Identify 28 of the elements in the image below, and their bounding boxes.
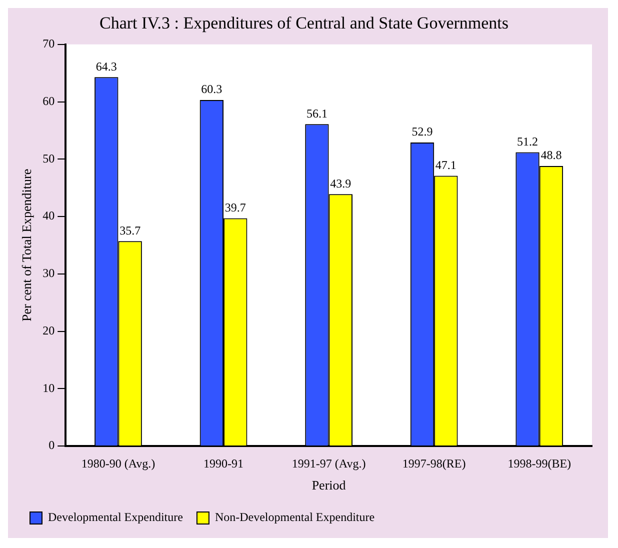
- data-label: 64.3: [96, 59, 117, 74]
- x-axis-title: Period: [312, 478, 346, 493]
- legend-label: Non-Developmental Expenditure: [214, 510, 375, 524]
- data-label: 43.9: [330, 176, 352, 190]
- x-tick-label: 1997-98(RE): [402, 456, 466, 470]
- x-tick-label: 1980-90 (Avg.): [81, 456, 156, 470]
- data-label: 51.2: [517, 134, 538, 148]
- y-tick-label: 40: [42, 208, 55, 223]
- y-tick-label: 70: [42, 36, 55, 51]
- y-axis-title: Per cent of Total Expenditure: [19, 168, 34, 322]
- data-label: 52.9: [412, 124, 433, 139]
- y-tick-label: 50: [42, 151, 55, 166]
- y-tick-label: 60: [42, 94, 55, 108]
- data-label: 48.8: [540, 148, 562, 162]
- data-label: 35.7: [120, 223, 141, 238]
- data-label: 60.3: [201, 82, 222, 96]
- y-tick-label: 20: [42, 323, 55, 338]
- x-tick-label: 1998-99(BE): [508, 456, 572, 470]
- data-label: 56.1: [306, 106, 328, 120]
- x-tick-label: 1991-97 (Avg.): [292, 456, 366, 470]
- x-tick-label: 1990-91: [204, 456, 244, 470]
- chart-title: Chart IV.3 : Expenditures of Central and State Governments: [99, 14, 509, 33]
- legend-label: Developmental Expenditure: [48, 510, 183, 524]
- data-label: 39.7: [224, 200, 246, 214]
- y-tick-label: 0: [48, 438, 55, 452]
- y-tick-label: 10: [42, 380, 55, 395]
- y-tick-label: 30: [42, 266, 55, 280]
- data-label: 47.1: [435, 158, 456, 172]
